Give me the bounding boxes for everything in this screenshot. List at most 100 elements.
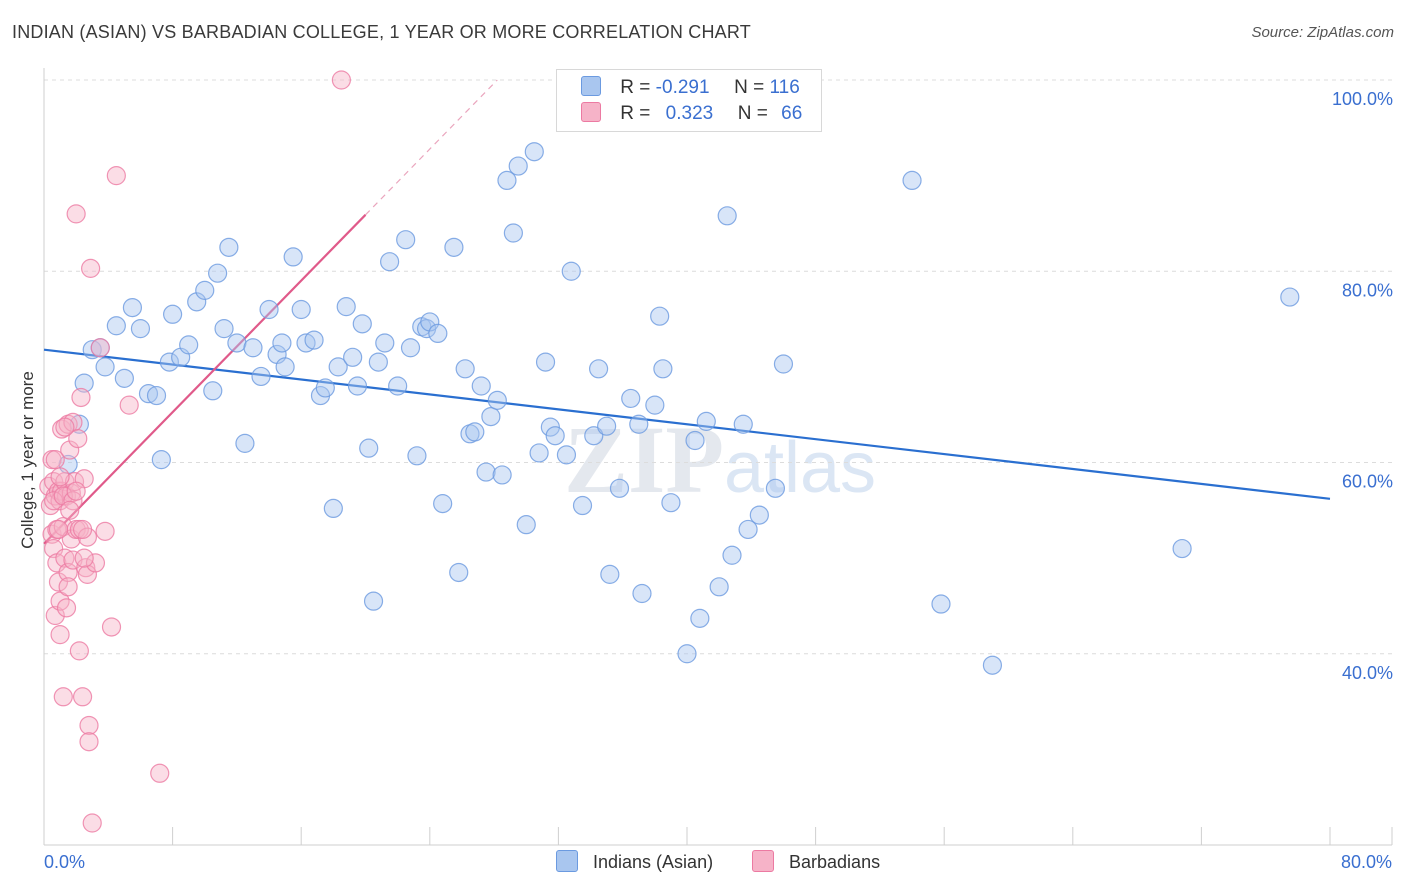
stats-legend-row-pink: R = 0.323 N = 66 bbox=[581, 102, 802, 128]
data-point bbox=[572, 495, 593, 516]
trend-line-indians-asian bbox=[43, 348, 1331, 500]
data-point bbox=[323, 498, 343, 518]
r-label: R = bbox=[620, 77, 651, 98]
data-point bbox=[733, 414, 753, 434]
data-point bbox=[272, 333, 292, 353]
data-point bbox=[304, 330, 324, 350]
data-point bbox=[561, 261, 581, 281]
data-point bbox=[1280, 287, 1300, 307]
data-point bbox=[363, 591, 384, 611]
data-point bbox=[481, 407, 501, 427]
data-point bbox=[45, 450, 65, 470]
series-legend: Indians (Asian) Barbadians bbox=[0, 850, 1406, 878]
data-point bbox=[902, 170, 922, 191]
data-point bbox=[53, 687, 73, 707]
n-value: 116 bbox=[769, 77, 800, 98]
data-point bbox=[195, 280, 215, 300]
data-point bbox=[380, 252, 400, 272]
data-point bbox=[773, 354, 794, 374]
data-point bbox=[556, 445, 577, 465]
data-point bbox=[315, 378, 335, 398]
data-point bbox=[243, 338, 263, 358]
n-label: N = bbox=[734, 77, 765, 98]
data-point bbox=[187, 292, 207, 312]
trend-line-barbadians-extension bbox=[365, 79, 498, 216]
data-point bbox=[79, 715, 99, 736]
data-point bbox=[347, 376, 368, 396]
data-point bbox=[685, 430, 705, 451]
trend-lines bbox=[43, 79, 1331, 545]
data-point bbox=[529, 443, 549, 463]
data-point bbox=[77, 564, 98, 584]
y-tick-label: 80.0% bbox=[1342, 280, 1393, 300]
data-point bbox=[163, 304, 183, 324]
data-point bbox=[328, 357, 348, 377]
y-tick-label: 100.0% bbox=[1332, 89, 1393, 109]
data-point bbox=[130, 319, 151, 339]
data-point bbox=[352, 314, 372, 334]
data-point bbox=[661, 493, 681, 513]
data-point bbox=[407, 446, 427, 466]
legend-swatch-blue bbox=[556, 850, 578, 872]
data-point bbox=[588, 359, 609, 379]
data-point bbox=[476, 462, 496, 482]
data-point bbox=[709, 577, 729, 597]
data-point bbox=[81, 258, 101, 278]
data-point bbox=[388, 376, 408, 396]
data-point bbox=[74, 548, 94, 568]
legend-item-indians-asian: Indians (Asian) bbox=[556, 850, 713, 873]
data-point bbox=[524, 142, 544, 162]
data-point bbox=[79, 732, 99, 752]
data-point bbox=[428, 323, 448, 344]
data-point bbox=[259, 299, 279, 320]
data-point bbox=[82, 340, 102, 360]
r-value: -0.291 bbox=[655, 77, 710, 98]
data-point bbox=[497, 170, 517, 191]
y-tick-label: 40.0% bbox=[1342, 663, 1393, 683]
data-point bbox=[722, 545, 742, 565]
data-point bbox=[492, 465, 512, 485]
data-point bbox=[368, 352, 388, 372]
data-point bbox=[400, 338, 421, 358]
data-point bbox=[545, 426, 565, 446]
data-point bbox=[465, 422, 485, 442]
data-point bbox=[343, 347, 363, 367]
data-point bbox=[55, 417, 75, 437]
data-point bbox=[931, 594, 951, 614]
data-point bbox=[45, 605, 65, 626]
data-point bbox=[444, 237, 464, 257]
data-point bbox=[449, 562, 469, 583]
data-point bbox=[179, 335, 199, 355]
legend-label: Indians (Asian) bbox=[593, 852, 714, 872]
data-point bbox=[487, 390, 507, 410]
data-point bbox=[151, 450, 171, 470]
data-point bbox=[138, 384, 159, 404]
chart-title: INDIAN (ASIAN) VS BARBADIAN COLLEGE, 1 Y… bbox=[12, 22, 751, 42]
x-tick-label-max: 80.0% bbox=[1340, 852, 1392, 872]
data-point bbox=[717, 206, 737, 226]
series-indians-asian bbox=[58, 142, 1300, 675]
n-value: 66 bbox=[781, 103, 803, 124]
data-point bbox=[508, 156, 528, 176]
data-point bbox=[85, 553, 106, 573]
source-label: Source: ZipAtlas.com bbox=[1251, 24, 1394, 41]
data-point bbox=[71, 387, 91, 408]
data-point bbox=[53, 486, 73, 506]
legend-swatch-pink bbox=[752, 850, 774, 872]
n-label: N = bbox=[737, 103, 768, 124]
data-point bbox=[76, 558, 96, 578]
data-point bbox=[629, 414, 649, 434]
y-tick-label: 60.0% bbox=[1342, 472, 1393, 492]
data-point bbox=[645, 395, 665, 415]
data-point bbox=[72, 687, 93, 707]
data-point bbox=[50, 625, 70, 645]
legend-item-barbadians: Barbadians bbox=[752, 850, 880, 873]
data-point bbox=[982, 655, 1003, 675]
data-point bbox=[584, 426, 604, 446]
data-point bbox=[66, 204, 86, 224]
grid bbox=[44, 79, 1392, 655]
data-point bbox=[291, 299, 311, 320]
data-point bbox=[106, 166, 126, 186]
data-point bbox=[677, 644, 697, 664]
